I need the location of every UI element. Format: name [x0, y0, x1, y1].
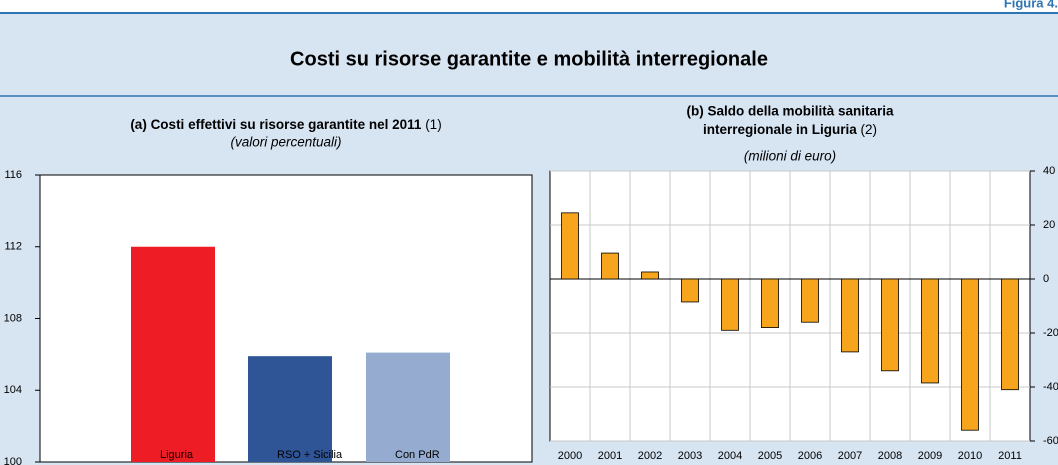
y-tick-label: 100 — [4, 456, 22, 465]
bar — [1001, 278, 1019, 391]
x-tick-label: 2005 — [758, 450, 782, 462]
bar — [641, 271, 659, 280]
legend-swatch — [384, 450, 392, 458]
x-tick-label: 2009 — [918, 450, 942, 462]
y-tick-label: -60 — [1043, 435, 1058, 447]
bar — [961, 278, 979, 431]
x-tick-label: 2004 — [718, 450, 742, 462]
y-tick-label: 20 — [1043, 219, 1055, 231]
legend-label: Con PdR — [395, 449, 440, 461]
figure-title: Costi su risorse garantite e mobilità in… — [290, 48, 768, 70]
y-tick-label: -20 — [1043, 327, 1058, 339]
x-tick-label: 2003 — [678, 450, 702, 462]
x-tick-label: 2008 — [878, 450, 902, 462]
bar — [561, 212, 579, 280]
title-main: (a) Costi effettivi su risorse garantite… — [130, 117, 422, 132]
title-main: interregionale in Liguria — [703, 122, 857, 137]
y-tick-label: 116 — [4, 169, 22, 181]
legend-swatch — [266, 450, 274, 458]
bar — [366, 352, 450, 462]
bar — [921, 278, 939, 384]
bar — [601, 252, 619, 280]
x-tick-label: 2000 — [558, 450, 582, 462]
bar — [721, 278, 739, 331]
y-tick-label: 104 — [4, 384, 22, 396]
y-tick-label: 40 — [1043, 165, 1055, 177]
x-tick-label: 2007 — [838, 450, 862, 462]
chart-title: (b) Saldo della mobilità sanitaria — [686, 104, 894, 119]
bar — [801, 278, 819, 323]
bar — [131, 246, 215, 462]
bar — [881, 278, 899, 372]
chart-subtitle: (valori percentuali) — [230, 135, 341, 150]
legend-label: Liguria — [160, 449, 194, 461]
x-tick-label: 2006 — [798, 450, 822, 462]
chart-title: (a) Costi effettivi su risorse garantite… — [130, 117, 441, 132]
chart-subtitle: (milioni di euro) — [744, 149, 836, 164]
y-tick-label: 0 — [1043, 273, 1049, 285]
x-tick-label: 2011 — [998, 450, 1022, 462]
y-tick-label: 108 — [4, 312, 22, 324]
y-tick-label: -40 — [1043, 381, 1058, 393]
bar — [248, 356, 332, 462]
y-tick-label: 112 — [4, 241, 22, 253]
figure-label: Figura 4. — [1004, 0, 1058, 10]
x-tick-label: 2001 — [598, 450, 622, 462]
legend-label: RSO + Sicilia — [277, 449, 343, 461]
bar — [841, 278, 859, 353]
x-tick-label: 2010 — [958, 450, 982, 462]
x-tick-label: 2002 — [638, 450, 662, 462]
chart-title: interregionale in Liguria (2) — [703, 122, 877, 137]
legend-swatch — [149, 450, 157, 458]
title-note: (2) — [861, 122, 878, 137]
title-note: (1) — [425, 117, 442, 132]
bar — [761, 278, 779, 328]
bar — [681, 278, 699, 303]
